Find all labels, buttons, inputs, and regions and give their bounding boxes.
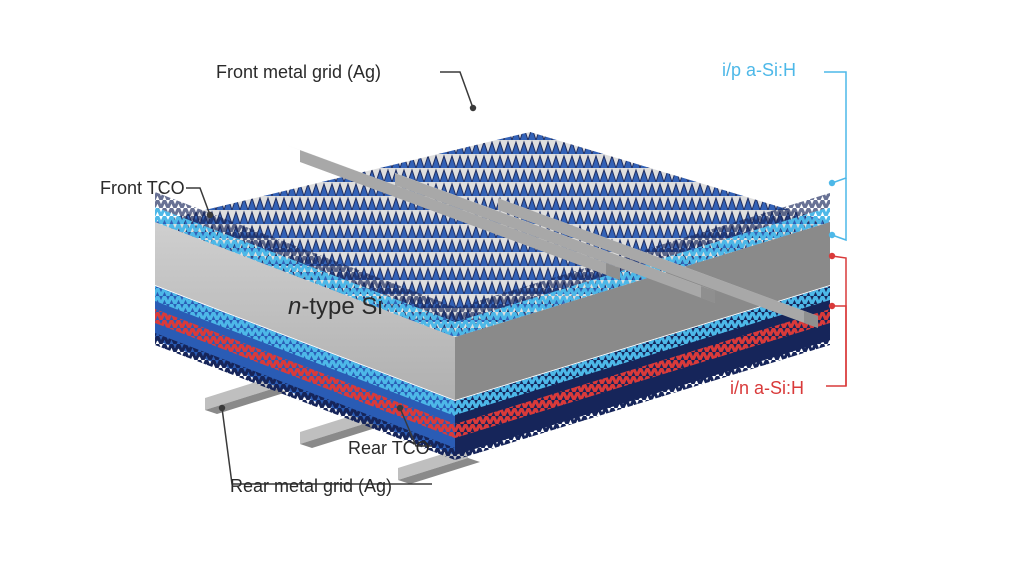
label-n-type-si: n-type Si bbox=[288, 293, 383, 321]
solar-cell-diagram bbox=[0, 0, 1024, 576]
label-rear-metal-grid: Rear metal grid (Ag) bbox=[230, 476, 392, 497]
label-ip-aSiH: i/p a-Si:H bbox=[722, 60, 796, 81]
label-rear-tco: Rear TCO bbox=[348, 438, 430, 459]
label-front-tco: Front TCO bbox=[100, 178, 185, 199]
label-front-metal-grid: Front metal grid (Ag) bbox=[216, 62, 381, 83]
label-in-aSiH: i/n a-Si:H bbox=[730, 378, 804, 399]
